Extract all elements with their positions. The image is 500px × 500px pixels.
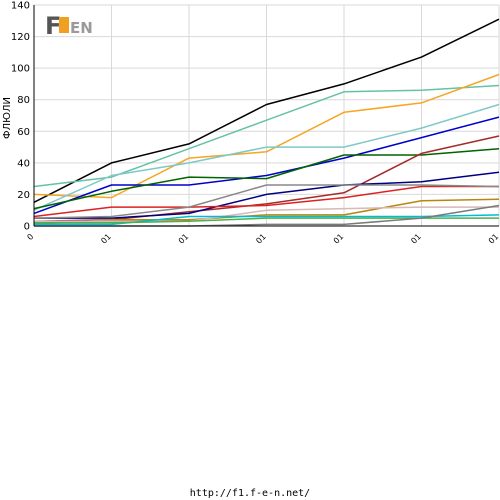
- series-line-1: [33, 18, 500, 203]
- y-tick-label: 120: [11, 32, 30, 43]
- series-line-12: [34, 206, 499, 223]
- logo-accent: [59, 17, 69, 33]
- series-line-2: [33, 84, 500, 188]
- y-axis-label: ФЛЮЛИ: [2, 97, 13, 139]
- footer-url: http://f1.f-e-n.net/: [190, 488, 310, 499]
- fen-logo: F EN: [43, 12, 99, 40]
- y-tick-label: 20: [17, 190, 30, 201]
- logo-text-rest: EN: [70, 19, 93, 37]
- series-line-11: [33, 198, 500, 226]
- y-tick-labels: 0 20 40 60 80 100 120 140: [11, 1, 30, 233]
- series-line-6: [33, 147, 500, 210]
- series-group: [33, 18, 500, 227]
- series-line-8: [34, 171, 500, 219]
- y-tick-label: 140: [11, 1, 30, 12]
- axes: [33, 5, 499, 227]
- y-tick-label: 100: [11, 64, 30, 75]
- y-tick-label: 80: [17, 95, 30, 106]
- y-tick-label: 60: [17, 127, 30, 138]
- series-line-4: [33, 103, 500, 211]
- logo-text-main: F: [45, 12, 61, 40]
- series-line-10: [33, 184, 500, 219]
- series-line-9: [33, 185, 499, 218]
- x-tick-label: 0: [25, 232, 35, 242]
- series-line-3: [33, 73, 500, 199]
- logo-backdrop: [43, 12, 99, 36]
- y-tick-label: 40: [17, 158, 30, 169]
- series-line-13: [34, 214, 500, 226]
- series-line-5: [33, 116, 500, 215]
- y-tick-label: 0: [24, 222, 30, 233]
